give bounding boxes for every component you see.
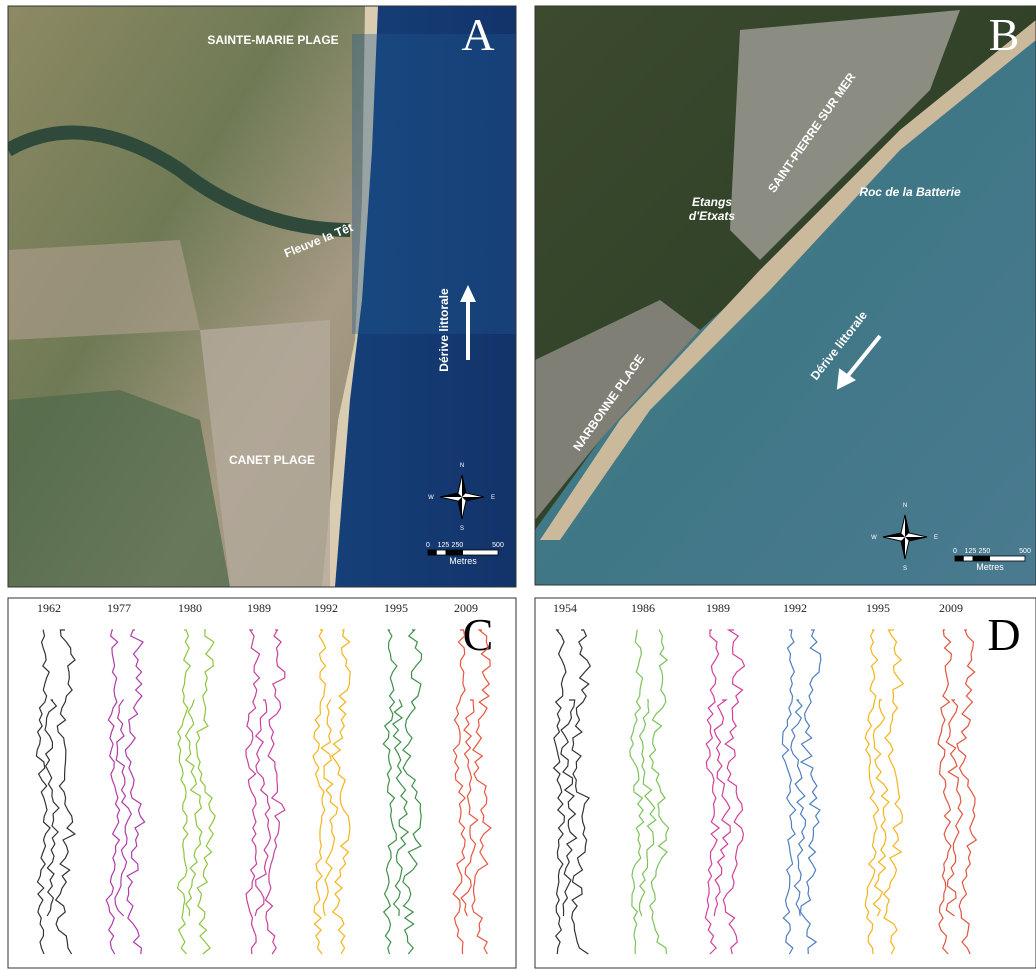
panel-letter: C bbox=[463, 609, 494, 660]
scale-tick-label: 500 bbox=[492, 542, 504, 549]
scale-bar-segment bbox=[955, 556, 964, 561]
scale-tick-label: 125 bbox=[965, 548, 977, 555]
scale-bar-segment bbox=[446, 550, 464, 555]
aerial-b bbox=[535, 6, 1036, 585]
scale-bar-segment bbox=[973, 556, 991, 561]
frame-c bbox=[8, 598, 516, 968]
drift-label: Dérive littorale bbox=[437, 288, 451, 372]
year-label: 1995 bbox=[866, 601, 890, 615]
year-label: 1989 bbox=[247, 601, 271, 615]
compass-letter: E bbox=[491, 495, 495, 501]
year-label: 1986 bbox=[631, 601, 655, 615]
scale-tick-label: 250 bbox=[452, 542, 464, 549]
place-label: Etangs bbox=[692, 195, 732, 209]
place-label: d'Etxats bbox=[689, 209, 736, 223]
scale-tick-label: 0 bbox=[953, 548, 957, 555]
place-label: CANET PLAGE bbox=[229, 453, 315, 467]
scale-tick-label: 125 bbox=[438, 542, 450, 549]
panel-letter: B bbox=[989, 9, 1020, 60]
compass-letter: W bbox=[428, 495, 434, 501]
year-label: 1992 bbox=[314, 601, 338, 615]
scale-bar-segment bbox=[428, 550, 437, 555]
year-label: 1977 bbox=[107, 601, 131, 615]
year-label: 1992 bbox=[783, 601, 807, 615]
year-label: 1989 bbox=[706, 601, 730, 615]
year-label: 1962 bbox=[37, 601, 61, 615]
figure: ABCDSAINTE-MARIE PLAGEFleuve la TêtCANET… bbox=[0, 0, 1036, 970]
scale-tick-label: 500 bbox=[1019, 548, 1031, 555]
compass-letter: S bbox=[903, 566, 907, 572]
scale-unit: Metres bbox=[449, 556, 477, 566]
compass-letter: S bbox=[460, 526, 464, 532]
compass-letter: W bbox=[871, 535, 877, 541]
panel-letter: A bbox=[461, 9, 494, 60]
year-label: 1980 bbox=[178, 601, 202, 615]
scale-tick-label: 250 bbox=[979, 548, 991, 555]
year-label: 2009 bbox=[454, 601, 478, 615]
year-label: 1954 bbox=[553, 601, 577, 615]
scale-tick-label: 0 bbox=[426, 542, 430, 549]
compass-letter: N bbox=[460, 463, 464, 469]
place-label: Roc de la Batterie bbox=[859, 185, 961, 199]
year-label: 1995 bbox=[384, 601, 408, 615]
compass-letter: E bbox=[934, 535, 938, 541]
scale-unit: Metres bbox=[976, 562, 1004, 572]
compass-letter: N bbox=[903, 503, 907, 509]
year-label: 2009 bbox=[939, 601, 963, 615]
panel-letter: D bbox=[987, 609, 1020, 660]
place-label: SAINTE-MARIE PLAGE bbox=[207, 33, 338, 47]
